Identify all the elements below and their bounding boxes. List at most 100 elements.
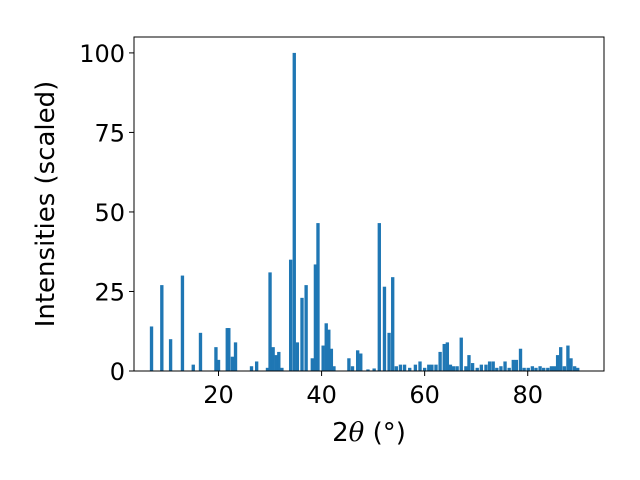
bar [233,342,238,371]
bar [382,286,387,371]
bar [448,364,453,371]
y-tick-label: 25 [94,278,125,306]
bar [549,366,554,371]
bar [484,364,488,371]
bar [445,342,450,371]
bar [377,223,381,371]
bar [442,343,446,371]
bar [402,364,407,371]
bar [230,356,235,371]
bar [491,361,495,371]
x-tick-label: 80 [512,381,543,409]
bar [538,366,542,371]
bar [216,359,221,371]
bar [160,285,164,371]
bar [413,364,418,371]
x-tick-label: 20 [203,381,234,409]
bar [542,367,546,371]
bar [168,339,173,371]
bar [265,367,270,371]
bar [464,366,468,371]
y-axis-ticks: 0 25 50 75 100 [79,40,134,386]
bar [427,364,431,371]
y-tick-label: 100 [79,40,125,68]
bar [470,363,475,371]
bar [514,359,519,371]
bar [355,350,360,371]
bar [422,367,427,371]
bar [254,361,259,371]
bar [227,328,231,371]
bar [555,355,560,371]
x-axis-label: 2θ (°) [332,418,406,448]
bar [569,358,573,371]
bar [304,285,308,371]
bar [552,366,557,371]
bar [398,364,403,371]
bar [467,355,471,371]
bar [310,358,314,371]
bar [180,275,185,371]
bar [562,366,566,371]
bar [277,351,281,371]
bar [572,366,577,371]
bar [268,272,272,371]
bar [249,366,254,371]
bar [274,355,278,371]
bar [495,367,499,371]
bar [522,367,526,371]
bar [366,369,370,371]
bar [149,326,154,371]
bar [313,264,318,371]
bar [503,361,507,371]
bar [455,366,459,371]
bar [534,367,538,371]
y-tick-label: 0 [110,358,125,386]
bar [487,361,492,371]
bar [359,353,363,371]
bar [327,329,331,371]
bar [214,347,218,371]
y-tick-label: 75 [94,119,125,147]
bar [321,345,325,371]
bar [288,259,293,371]
bar [408,367,412,371]
plot-frame [133,36,605,372]
bar [300,297,304,371]
bar [391,277,395,371]
x-axis-ticks: 20 40 60 80 [203,371,543,409]
bar [507,367,511,371]
bar [292,52,296,372]
bar [198,332,203,371]
bar [372,368,376,371]
bar [332,366,336,371]
bar [434,364,438,371]
bar [418,361,422,371]
bar [438,351,442,371]
bar [479,364,484,371]
bar [347,358,351,371]
bar [499,366,503,371]
bar [394,366,398,371]
bar [566,345,570,371]
bar [559,347,563,371]
bar [526,367,530,371]
bar [530,366,535,371]
y-axis-label: Intensities (scaled) [31,81,61,328]
bar [518,348,523,371]
bar [451,366,456,371]
x-tick-label: 40 [306,381,337,409]
y-tick-label: 50 [94,199,125,227]
bar [191,364,195,371]
bar-series [149,52,580,372]
bar [546,367,550,371]
bar [387,332,391,371]
bar [459,337,463,371]
bar [350,366,355,371]
bar [475,367,479,371]
x-tick-label: 60 [409,381,440,409]
bar [430,364,434,371]
bar [324,323,328,371]
bar [316,223,320,371]
